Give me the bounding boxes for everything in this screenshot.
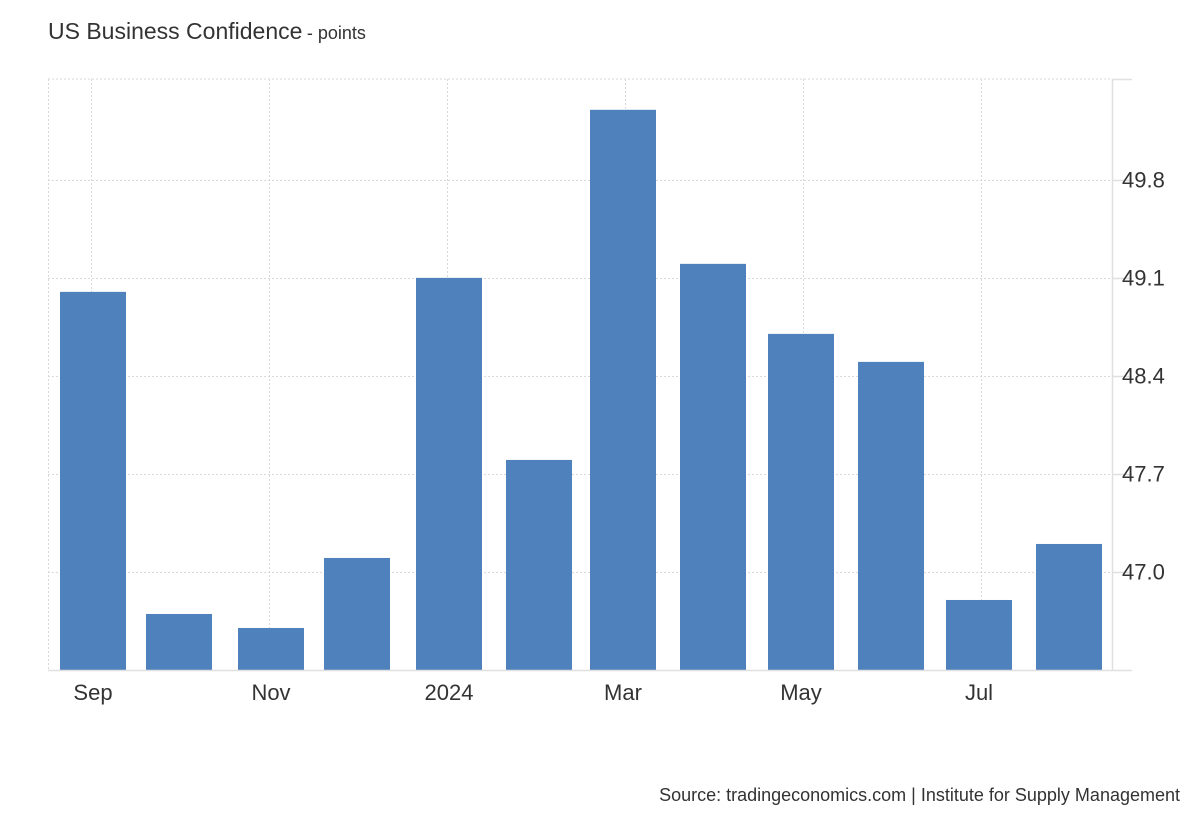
x-tick-label: Jul: [965, 680, 993, 705]
x-tick-label: May: [780, 680, 822, 705]
bar-chart: 47.0 47.7 48.4 49.1 49.8 Sep Nov 2024 Mar May Jul: [48, 78, 1165, 705]
bar-oct-2023: [146, 613, 212, 670]
source-note: Source: tradingeconomics.com | Institute…: [659, 785, 1180, 805]
bar-nov-2023: [238, 627, 304, 670]
bar-mar-2024: [590, 109, 656, 670]
y-tick-label: 48.4: [1122, 364, 1165, 389]
x-tick-label: Mar: [604, 680, 642, 705]
chart-title-row: US Business Confidence - points: [48, 18, 366, 45]
bar-feb-2024: [506, 459, 572, 670]
bar-dec-2023: [324, 557, 390, 670]
x-tick-label: 2024: [425, 680, 474, 705]
y-tick-label: 49.1: [1122, 266, 1165, 291]
bar-sep-2023: [60, 291, 126, 670]
x-tick-label: Sep: [73, 680, 112, 705]
y-tick-label: 47.0: [1122, 560, 1165, 585]
bar-jan-2024: [416, 277, 482, 670]
bar-aug-2024: [1036, 543, 1102, 670]
chart-title: US Business Confidence: [48, 18, 303, 44]
bar-apr-2024: [680, 263, 746, 670]
y-tick-label: 47.7: [1122, 462, 1165, 487]
bar-may-2024: [768, 333, 834, 670]
x-tick-label: Nov: [251, 680, 290, 705]
chart-subtitle: - points: [306, 23, 366, 43]
bar-jun-2024: [858, 361, 924, 670]
bar-jul-2024: [946, 599, 1012, 670]
y-tick-label: 49.8: [1122, 168, 1165, 193]
